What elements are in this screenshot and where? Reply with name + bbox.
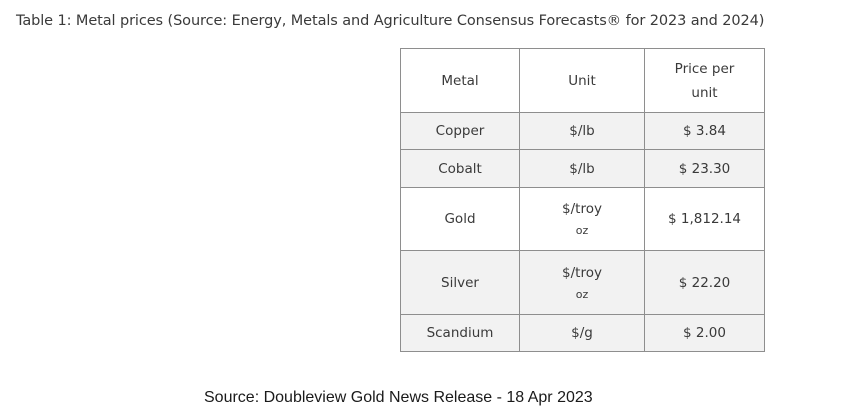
price-cell: $ 22.20 [644, 250, 765, 315]
unit-cell: $/troy oz [519, 187, 645, 251]
price-cell: $ 2.00 [644, 314, 765, 352]
price-cell: $ 23.30 [644, 149, 765, 188]
header-price-line1: Price per [674, 60, 735, 77]
table-caption: Table 1: Metal prices (Source: Energy, M… [16, 13, 765, 29]
unit-line1: $/troy [562, 264, 602, 281]
unit-line2: oz [575, 287, 589, 301]
metal-prices-table: Metal Unit Price per unit Copper $/lb $ … [400, 48, 765, 352]
unit-cell: $/g [519, 314, 645, 352]
source-note: Source: Doubleview Gold News Release - 1… [204, 389, 593, 406]
price-cell: $ 3.84 [644, 112, 765, 150]
metal-cell: Scandium [400, 314, 520, 352]
unit-cell: $/troy oz [519, 250, 645, 315]
price-cell: $ 1,812.14 [644, 187, 765, 251]
header-price-line2: unit [691, 84, 718, 101]
unit-cell: $/lb [519, 112, 645, 150]
unit-line1: $/troy [562, 201, 602, 217]
table-row: Copper $/lb $ 3.84 [400, 112, 765, 150]
metal-cell: Cobalt [400, 149, 520, 188]
unit-line2: oz [575, 224, 589, 237]
table-row: Gold $/troy oz $ 1,812.14 [400, 187, 765, 251]
table-row: Scandium $/g $ 2.00 [400, 314, 765, 352]
metal-cell: Gold [400, 187, 520, 251]
metal-cell: Copper [400, 112, 520, 150]
header-unit: Unit [519, 48, 645, 113]
metal-cell: Silver [400, 250, 520, 315]
table-row: Cobalt $/lb $ 23.30 [400, 149, 765, 188]
unit-cell: $/lb [519, 149, 645, 188]
header-price: Price per unit [644, 48, 765, 113]
table-row: Silver $/troy oz $ 22.20 [400, 250, 765, 315]
header-metal: Metal [400, 48, 520, 113]
table-header-row: Metal Unit Price per unit [400, 48, 765, 113]
